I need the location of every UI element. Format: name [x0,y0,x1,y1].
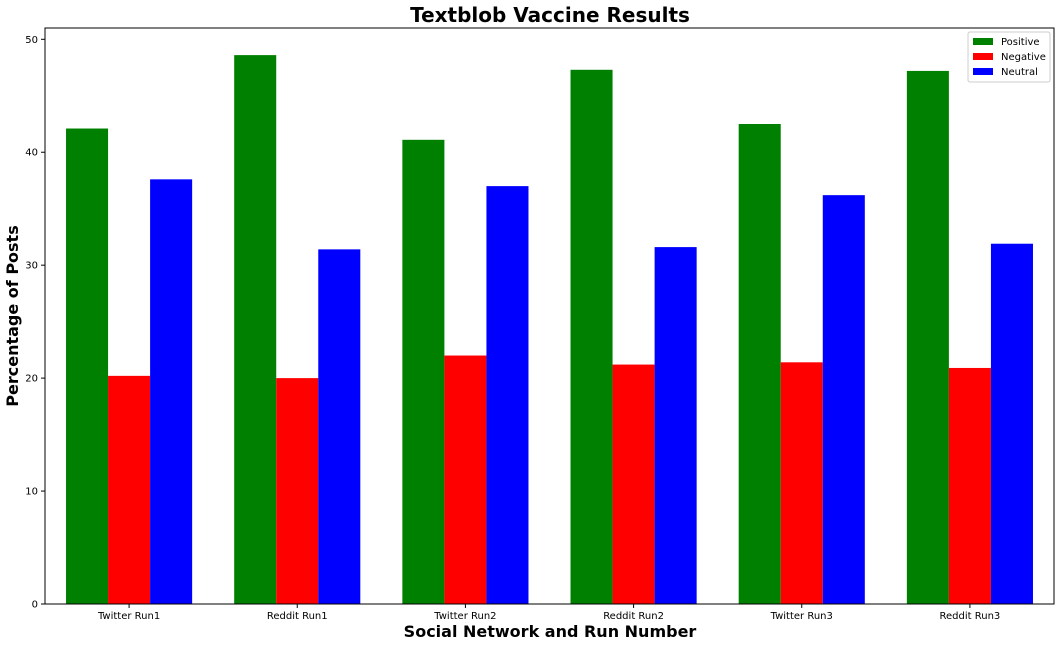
x-tick-label: Twitter Run1 [97,611,160,622]
bar-neutral-3 [654,247,697,604]
legend-swatch-neutral [973,68,993,75]
legend-swatch-positive [973,38,993,45]
bar-positive-1 [234,55,277,604]
x-axis-label: Social Network and Run Number [404,622,697,641]
bar-neutral-0 [150,179,193,604]
bar-neutral-1 [318,249,361,605]
x-tick-label: Reddit Run1 [267,611,328,622]
x-tick-label: Reddit Run2 [603,611,664,622]
bar-positive-4 [738,124,781,604]
x-axis: Twitter Run1 Reddit Run1 Twitter Run2 Reddi… [97,604,1000,622]
bar-negative-1 [276,378,319,604]
bars-layer [66,55,1033,605]
bar-neutral-4 [822,195,865,604]
bar-positive-3 [570,69,613,605]
bar-negative-0 [108,375,151,604]
plot-frame [44,27,1055,605]
y-axis: 0 10 20 30 40 50 [25,35,45,611]
legend: Positive Negative Neutral [967,31,1051,83]
legend-label-positive: Positive [1001,37,1040,48]
bar-negative-4 [780,362,823,604]
bar-neutral-2 [486,186,529,604]
y-tick-label: 10 [25,487,38,498]
y-tick-label: 20 [25,374,38,385]
bar-negative-5 [948,367,991,604]
y-tick-label: 40 [25,148,38,159]
chart-title: Textblob Vaccine Results [410,3,690,27]
legend-label-negative: Negative [1001,52,1046,63]
bar-neutral-5 [990,243,1033,604]
legend-swatch-negative [973,53,993,60]
bar-negative-3 [612,364,655,604]
y-axis-label: Percentage of Posts [3,225,22,406]
x-tick-label: Twitter Run2 [433,611,496,622]
bar-positive-2 [402,139,445,604]
bar-positive-5 [906,70,949,604]
bar-negative-2 [444,355,487,604]
y-tick-label: 30 [25,261,38,272]
y-tick-label: 0 [32,600,38,611]
bar-positive-0 [66,128,109,605]
y-tick-label: 50 [25,35,38,46]
legend-label-neutral: Neutral [1001,67,1038,78]
x-tick-label: Twitter Run3 [770,611,833,622]
x-tick-label: Reddit Run3 [940,611,1001,622]
